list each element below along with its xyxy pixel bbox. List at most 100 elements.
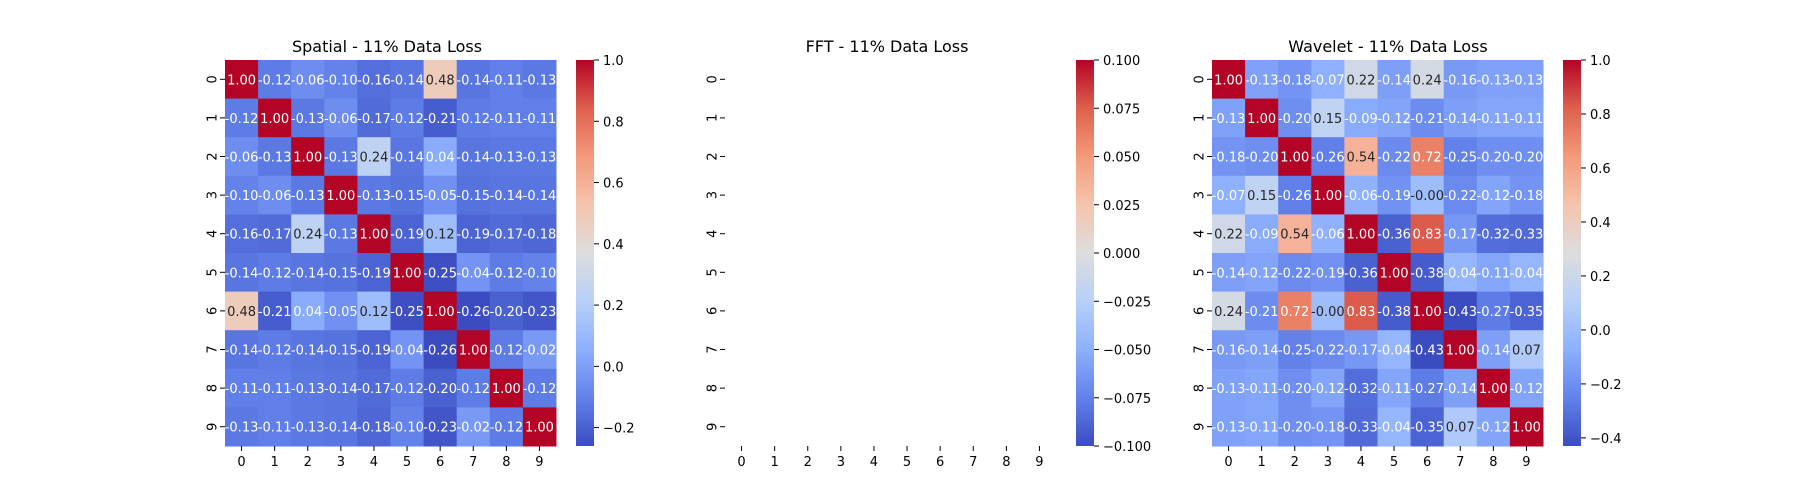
spatial-cell-value: -0.11	[258, 382, 292, 397]
wavelet-cell	[1212, 60, 1246, 100]
wavelet-cell	[1377, 60, 1412, 100]
spatial-cell-value: -0.17	[258, 228, 292, 243]
wavelet-cell	[1344, 330, 1378, 370]
wavelet-cell	[1443, 253, 1478, 293]
wavelet-cell-value: -0.12	[1245, 266, 1279, 281]
spatial-cell	[225, 291, 259, 331]
spatial-cell	[291, 368, 325, 408]
wavelet-cell-value: -0.27	[1477, 305, 1511, 320]
wavelet-y-tick-label: 8	[1193, 384, 1208, 392]
wavelet-cell	[1443, 98, 1478, 138]
spatial-cell-value: -0.12	[456, 382, 490, 397]
wavelet-cell-value: 0.07	[1446, 421, 1475, 436]
wavelet-cell	[1212, 175, 1246, 215]
spatial-cell	[489, 214, 524, 254]
wavelet-cell	[1278, 214, 1312, 254]
wavelet-cell	[1443, 330, 1478, 370]
wavelet-x-tick-label: 1	[1258, 455, 1266, 470]
wavelet-cell-value: -0.26	[1311, 151, 1345, 166]
wavelet-colorbar-tick-label: −0.2	[1590, 378, 1622, 393]
spatial-cell-value: -0.02	[523, 344, 557, 359]
spatial-cell	[456, 253, 491, 293]
wavelet-cell	[1476, 175, 1511, 215]
spatial-cell-value: -0.10	[390, 421, 424, 436]
spatial-cell	[522, 407, 557, 447]
spatial-cell	[291, 137, 325, 177]
wavelet-cell	[1443, 291, 1478, 331]
wavelet-colorbar-tick-label: 0.4	[1590, 216, 1611, 231]
spatial-cell	[423, 98, 458, 138]
spatial-cell	[522, 291, 557, 331]
spatial-cell-value: -0.26	[423, 344, 457, 359]
wavelet-cell	[1212, 407, 1246, 447]
wavelet-cell	[1410, 253, 1445, 293]
wavelet-y-tick-label: 0	[1193, 75, 1208, 83]
spatial-cell	[522, 175, 557, 215]
wavelet-y-tick-label: 6	[1193, 307, 1208, 315]
wavelet-cell-value: -0.38	[1377, 305, 1411, 320]
wavelet-cell-value: 0.22	[1346, 73, 1375, 88]
wavelet-cell-value: -0.16	[1212, 344, 1246, 359]
wavelet-cell-value: -0.14	[1377, 73, 1411, 88]
spatial-cell	[225, 253, 259, 293]
wavelet-cell-value: -0.43	[1410, 344, 1444, 359]
wavelet-cell-value: 1.00	[1512, 421, 1541, 436]
wavelet-cell	[1212, 253, 1246, 293]
wavelet-cell	[1278, 137, 1312, 177]
spatial-cell-value: -0.19	[390, 228, 424, 243]
spatial-cell	[456, 175, 491, 215]
spatial-y-tick-label: 6	[206, 307, 221, 315]
spatial-cell-value: -0.13	[324, 228, 358, 243]
wavelet-cell	[1410, 291, 1445, 331]
wavelet-cell-value: -0.35	[1510, 305, 1544, 320]
spatial-colorbar-tick-label: 0.0	[603, 360, 624, 375]
wavelet-cell	[1278, 98, 1312, 138]
spatial-cell-value: 0.48	[227, 305, 256, 320]
spatial-cell	[456, 368, 491, 408]
wavelet-cell	[1212, 98, 1246, 138]
wavelet-cell-value: -0.17	[1443, 228, 1477, 243]
spatial-cell-value: 0.48	[426, 73, 455, 88]
spatial-cell-value: -0.20	[490, 305, 524, 320]
wavelet-cell	[1344, 291, 1378, 331]
spatial-cell	[225, 407, 259, 447]
wavelet-cell-value: 0.72	[1280, 305, 1309, 320]
fft-y-tick-label: 2	[706, 152, 721, 160]
wavelet-x-tick-label: 5	[1390, 455, 1398, 470]
wavelet-y-tick-label: 9	[1193, 423, 1208, 431]
wavelet-cell-value: -0.12	[1311, 382, 1345, 397]
fft-y-tick-label: 6	[706, 307, 721, 315]
wavelet-cell	[1344, 60, 1378, 100]
spatial-cell	[225, 98, 259, 138]
fft-y-tick-label: 1	[706, 114, 721, 122]
wavelet-cell-value: -0.18	[1311, 421, 1345, 436]
wavelet-cell-value: -0.07	[1212, 189, 1246, 204]
wavelet-y-tick-label: 7	[1193, 345, 1208, 353]
wavelet-cell	[1311, 137, 1345, 177]
wavelet-cell	[1509, 253, 1544, 293]
fft-heatmap-panel: FFT - 11% Data Loss 0 1 2 3 4 5 6 7 8 9 0 1 2 3 4 5 6 7 8 9…	[706, 37, 1152, 470]
wavelet-cell	[1311, 214, 1345, 254]
wavelet-cell-value: -0.12	[1510, 382, 1544, 397]
spatial-cell	[324, 175, 358, 215]
wavelet-cell-value: -0.20	[1477, 151, 1511, 166]
spatial-cell-value: -0.12	[258, 266, 292, 281]
wavelet-cell-value: -0.00	[1311, 305, 1345, 320]
wavelet-cell-value: -0.32	[1344, 382, 1378, 397]
fft-colorbar-tick-label: 0.050	[1103, 151, 1140, 166]
spatial-cell	[423, 368, 458, 408]
spatial-cell	[357, 175, 391, 215]
spatial-cell-value: -0.17	[490, 228, 524, 243]
spatial-cell-value: -0.11	[490, 73, 524, 88]
spatial-cell	[522, 98, 557, 138]
wavelet-cell	[1311, 330, 1345, 370]
spatial-cell-value: -0.04	[390, 344, 424, 359]
spatial-cell-value: -0.14	[225, 344, 259, 359]
wavelet-colorbar-tick-label: 1.0	[1590, 54, 1611, 69]
wavelet-cell-value: -0.22	[1443, 189, 1477, 204]
spatial-cell-value: 1.00	[326, 189, 355, 204]
spatial-y-tick-label: 2	[206, 152, 221, 160]
wavelet-cell	[1245, 175, 1279, 215]
spatial-cell-value: -0.13	[523, 73, 557, 88]
wavelet-cell-value: -0.13	[1477, 73, 1511, 88]
